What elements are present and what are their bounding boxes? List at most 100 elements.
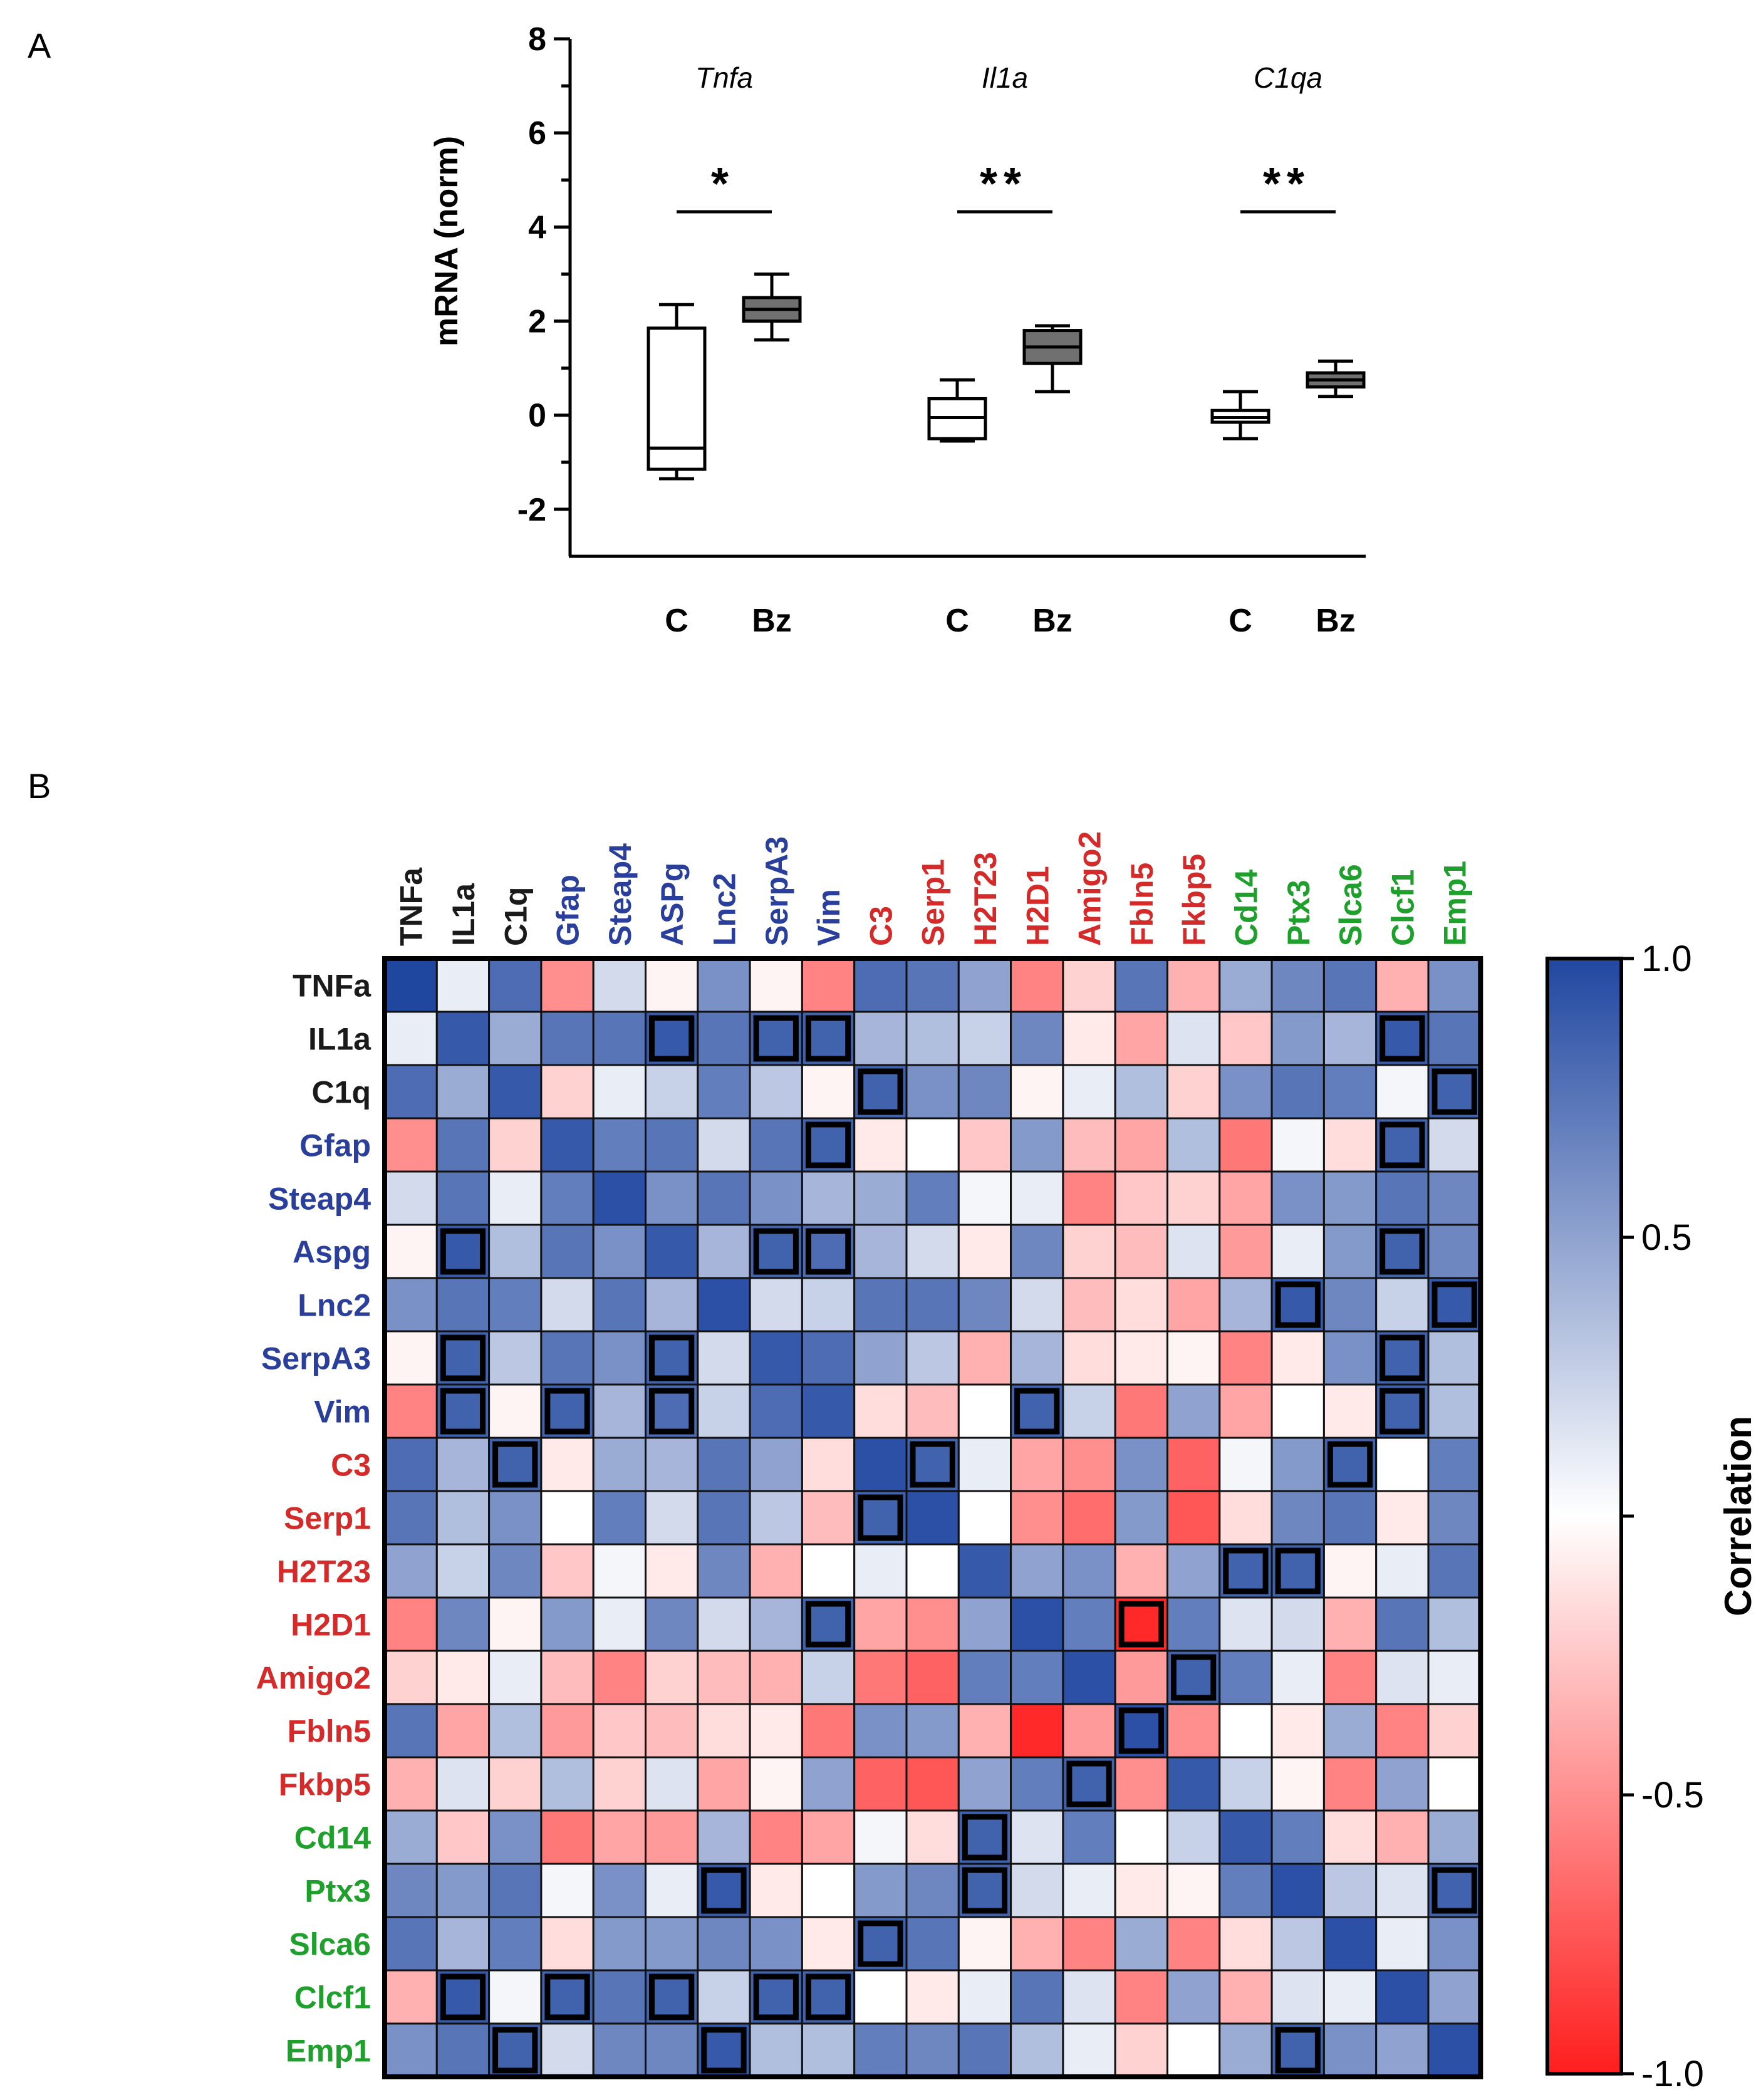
heatmap-cell	[957, 1170, 1012, 1226]
heatmap-cell	[540, 1224, 595, 1279]
heatmap-cell	[801, 1437, 856, 1492]
heatmap-cell	[697, 1703, 751, 1759]
heatmap-cell	[905, 1969, 960, 2025]
heatmap-cell	[1114, 1543, 1168, 1599]
heatmap-cell	[1270, 957, 1325, 1013]
heatmap-cell	[540, 957, 595, 1013]
heatmap-cell	[801, 1756, 856, 1812]
heatmap-cell	[1166, 1437, 1221, 1492]
significant-cell-marker	[701, 1867, 747, 1914]
significance-stars: **	[980, 159, 1027, 209]
heatmap-cell	[540, 1809, 595, 1865]
heatmap-cell	[1114, 1064, 1168, 1120]
heatmap-cell	[645, 1650, 699, 1705]
x-category-label: Bz	[752, 603, 792, 639]
significant-cell-marker	[1379, 1121, 1425, 1168]
heatmap-cell	[1218, 1969, 1273, 2025]
column-label: Gfap	[551, 875, 586, 946]
row-label: Ptx3	[304, 1874, 371, 1909]
column-label: C1q	[498, 887, 533, 946]
heatmap-cell	[801, 1277, 856, 1333]
row-label: Clcf1	[294, 1980, 371, 2015]
heatmap-cell	[645, 1224, 699, 1279]
heatmap-cell	[1166, 1224, 1221, 1279]
heatmap-cell	[905, 1330, 960, 1386]
heatmap-cell	[1062, 1969, 1116, 2025]
significant-cell-marker	[649, 1015, 695, 1062]
significant-cell-marker	[1431, 1068, 1477, 1115]
heatmap-cell	[435, 1863, 491, 1918]
heatmap-cell	[1427, 1969, 1482, 2025]
heatmap-cell	[1322, 1916, 1378, 1972]
heatmap-cell	[1166, 1490, 1221, 1546]
significant-cell-marker	[492, 2027, 538, 2074]
heatmap-cell	[383, 1703, 438, 1759]
heatmap-cell	[905, 1011, 960, 1066]
heatmap-cell	[1166, 1383, 1221, 1439]
heatmap-cell	[435, 1277, 491, 1333]
heatmap-cell	[697, 1756, 751, 1812]
column-label: C3	[863, 906, 898, 946]
heatmap-cell	[749, 1437, 803, 1492]
box-c	[647, 326, 707, 471]
boxplot-panel: -2 0 2 4 6 8 mRNA (norm) Tnfa * C Bz Il1a ** C Bz C1qa *…	[429, 21, 1366, 639]
heatmap-cell	[957, 1064, 1012, 1120]
heatmap-cell	[1114, 1170, 1168, 1226]
significant-cell-marker	[805, 1601, 851, 1648]
heatmap-cell	[1427, 1703, 1482, 1759]
column-label: H2D1	[1020, 866, 1055, 946]
heatmap-cell	[957, 1650, 1012, 1705]
heatmap-cell	[749, 1330, 803, 1386]
heatmap-cell	[1322, 1330, 1378, 1386]
heatmap-cell	[1114, 2022, 1168, 2078]
significant-cell-marker	[544, 1388, 590, 1435]
heatmap-cell	[592, 1330, 647, 1386]
heatmap-cell	[488, 1490, 543, 1546]
heatmap-cell	[1322, 1117, 1378, 1173]
panel-a-label: A	[28, 26, 51, 65]
heatmap-cell	[957, 1596, 1012, 1652]
heatmap-cell	[383, 1863, 438, 1918]
significant-cell-marker	[544, 1973, 590, 2020]
heatmap-cell	[1218, 1650, 1273, 1705]
heatmap-cell	[853, 1117, 908, 1173]
heatmap-cell	[645, 1490, 699, 1546]
heatmap-cell	[1062, 1863, 1116, 1918]
row-label: Fbln5	[288, 1714, 371, 1749]
heatmap-cell	[540, 1277, 595, 1333]
heatmap-cell	[1270, 1490, 1325, 1546]
heatmap-cell	[1375, 1703, 1430, 1759]
heatmap-cell	[1270, 1224, 1325, 1279]
heatmap-cell	[853, 1383, 908, 1439]
y-tick-label: 2	[528, 304, 546, 340]
heatmap-cell	[1218, 1224, 1273, 1279]
heatmap-cell	[435, 1437, 491, 1492]
significant-cell-marker	[1223, 1547, 1269, 1594]
heatmap-cell	[1010, 1117, 1064, 1173]
row-label: Vim	[314, 1395, 371, 1430]
heatmap-cell	[383, 1543, 438, 1599]
heatmap-border	[382, 956, 1483, 2079]
heatmap-cell	[383, 2022, 438, 2078]
heatmap-cell	[592, 1756, 647, 1812]
heatmap-cell	[1427, 1756, 1482, 1812]
heatmap-cell	[1062, 1437, 1116, 1492]
column-label: H2T23	[968, 852, 1003, 946]
significant-cell-marker	[1379, 1228, 1425, 1275]
heatmap-cell	[488, 1224, 543, 1279]
significant-cell-marker	[1171, 1654, 1217, 1701]
heatmap-cell	[1166, 1117, 1221, 1173]
heatmap-cell	[1010, 1809, 1064, 1865]
heatmap-cell	[749, 1863, 803, 1918]
heatmap-cell	[1062, 2022, 1116, 2078]
column-label: ASPg	[655, 863, 690, 946]
significant-cell-marker	[649, 1973, 695, 2020]
heatmap-cell	[1270, 1330, 1325, 1386]
heatmap-cell	[1218, 1064, 1273, 1120]
heatmap-cell	[1270, 1703, 1325, 1759]
column-label: Amigo2	[1073, 831, 1108, 946]
heatmap-cell	[801, 1543, 856, 1599]
heatmap-cell	[1427, 1117, 1482, 1173]
x-category-label: C	[945, 603, 969, 639]
heatmap-cell	[540, 1011, 595, 1066]
